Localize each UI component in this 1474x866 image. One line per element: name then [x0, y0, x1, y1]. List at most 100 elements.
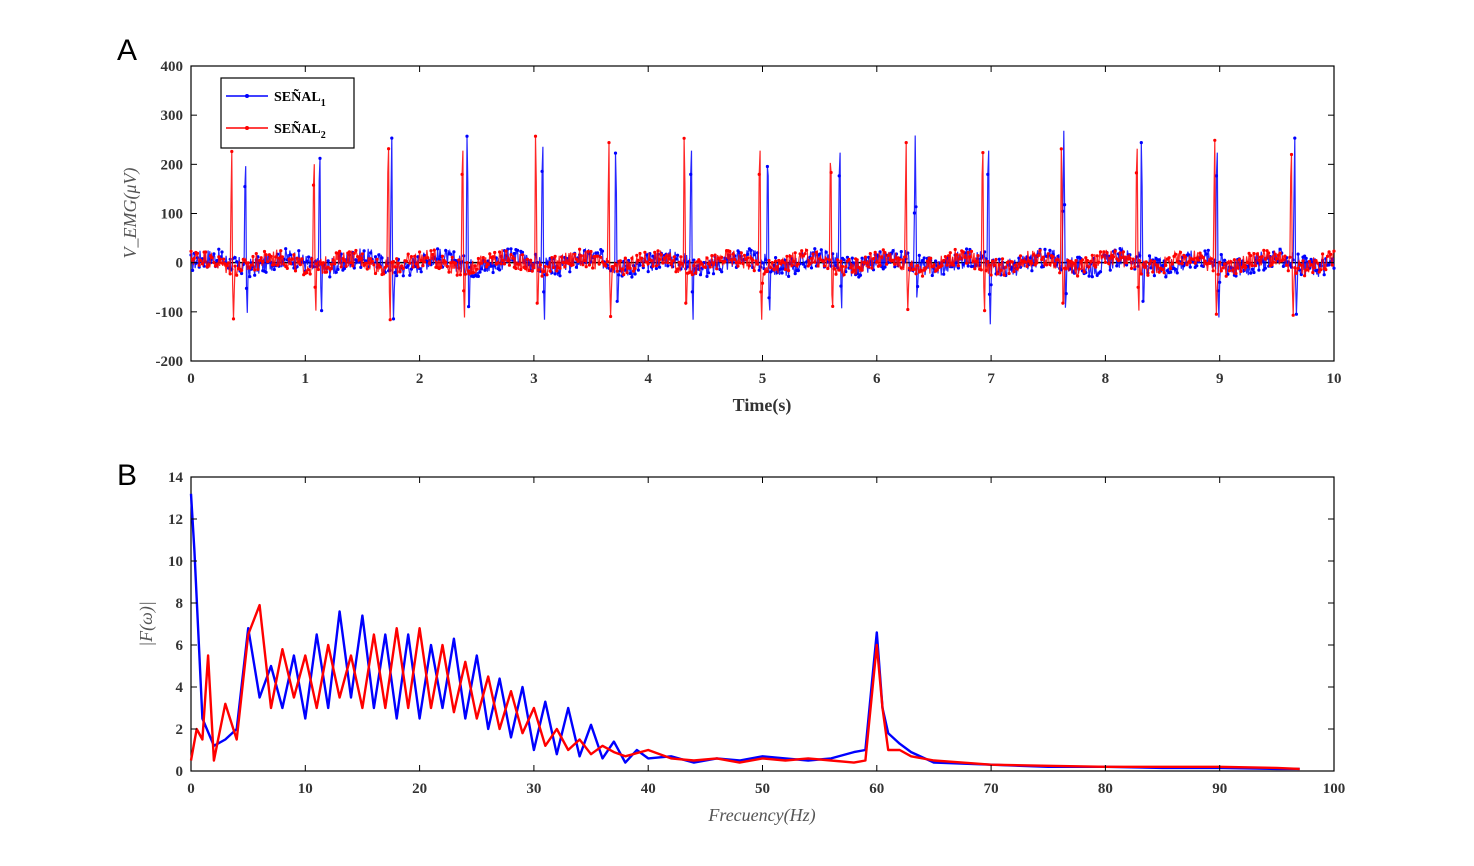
- y-tick-label: 400: [161, 59, 184, 75]
- data-point: [1123, 255, 1127, 259]
- data-point: [1224, 274, 1228, 278]
- data-point: [615, 269, 619, 273]
- data-point: [1234, 271, 1238, 276]
- data-point: [331, 258, 335, 262]
- data-point: [453, 261, 458, 265]
- data-point: [1108, 268, 1112, 272]
- data-point: [1139, 141, 1143, 145]
- data-point: [883, 265, 887, 269]
- data-point: [400, 264, 404, 268]
- x-tick-label: 0: [187, 781, 195, 797]
- data-point: [738, 261, 742, 265]
- data-point: [344, 264, 348, 268]
- data-point: [979, 268, 983, 272]
- data-point: [1321, 252, 1325, 256]
- x-tick-label: 3: [530, 371, 538, 387]
- data-point: [969, 249, 974, 253]
- data-point: [1294, 312, 1298, 316]
- data-point: [449, 261, 453, 265]
- data-point: [801, 254, 805, 258]
- data-point: [1236, 266, 1240, 270]
- data-point: [328, 267, 332, 271]
- data-point: [953, 247, 957, 252]
- data-point: [992, 263, 997, 267]
- data-point: [427, 261, 431, 265]
- data-point: [653, 250, 657, 254]
- data-point: [690, 273, 694, 277]
- data-point: [971, 259, 975, 263]
- data-point: [708, 265, 712, 269]
- data-point: [671, 259, 675, 263]
- data-point: [398, 270, 402, 274]
- data-point: [1208, 261, 1212, 265]
- data-point: [596, 251, 600, 255]
- data-point: [1095, 254, 1099, 258]
- data-point: [803, 252, 807, 256]
- data-point: [354, 248, 358, 253]
- data-point: [520, 250, 525, 254]
- data-point: [287, 257, 291, 261]
- data-point: [733, 257, 737, 262]
- data-point: [218, 257, 222, 261]
- data-point: [506, 259, 510, 263]
- data-point: [1203, 259, 1207, 263]
- data-point: [824, 250, 828, 254]
- data-point: [533, 134, 538, 138]
- data-point: [388, 318, 392, 322]
- data-point: [235, 273, 239, 277]
- data-point: [1213, 138, 1217, 142]
- data-point: [390, 136, 394, 140]
- data-point: [1216, 272, 1220, 276]
- data-point: [1257, 258, 1261, 262]
- data-point: [1098, 270, 1103, 274]
- data-point: [885, 262, 889, 266]
- data-point: [395, 257, 399, 261]
- data-point: [1118, 251, 1122, 255]
- data-point: [1025, 264, 1029, 268]
- data-point: [751, 258, 755, 262]
- data-point: [329, 262, 333, 266]
- data-point: [1030, 269, 1034, 273]
- data-point: [924, 266, 928, 270]
- data-point: [509, 253, 513, 257]
- panel-a-legend: SEÑAL1 SEÑAL2: [220, 77, 355, 149]
- data-point: [380, 256, 384, 260]
- data-point: [351, 264, 355, 268]
- data-point: [891, 249, 895, 253]
- data-point: [930, 273, 934, 278]
- data-point: [723, 259, 727, 264]
- x-tick-label: 60: [869, 781, 884, 797]
- data-point: [498, 250, 502, 254]
- data-point: [574, 265, 579, 269]
- data-point: [517, 262, 521, 266]
- data-point: [553, 272, 557, 276]
- data-point: [698, 273, 703, 277]
- panel-b-y-ticks: 0 2 4 6 8 10 12 14: [168, 470, 1334, 780]
- data-point: [1112, 255, 1116, 259]
- data-point: [486, 263, 490, 267]
- data-point: [871, 257, 876, 261]
- y-tick-label: 10: [168, 554, 183, 570]
- data-point: [1032, 253, 1036, 257]
- x-tick-label: 10: [1327, 371, 1342, 387]
- data-point: [484, 265, 489, 269]
- data-point: [529, 258, 533, 262]
- data-point: [307, 255, 311, 259]
- data-point: [467, 269, 471, 273]
- data-point: [685, 265, 690, 269]
- data-point: [875, 260, 879, 264]
- data-point: [305, 271, 309, 275]
- data-point: [760, 281, 765, 285]
- data-point: [292, 253, 296, 257]
- data-point: [1087, 265, 1091, 269]
- y-tick-label: 12: [168, 512, 183, 528]
- data-point: [821, 259, 825, 263]
- data-point: [1090, 253, 1094, 257]
- data-point: [465, 134, 469, 138]
- x-tick-label: 4: [644, 371, 652, 387]
- data-point: [860, 268, 864, 272]
- data-point: [987, 263, 992, 267]
- data-point: [765, 164, 770, 169]
- data-point: [336, 267, 340, 271]
- data-point: [1183, 255, 1187, 259]
